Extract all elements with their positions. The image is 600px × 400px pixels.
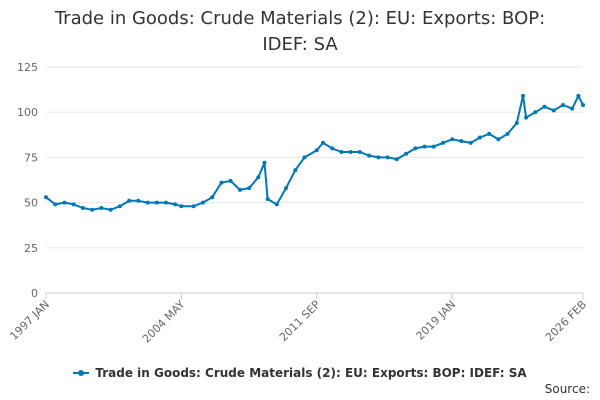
data-point[interactable] xyxy=(262,160,267,165)
data-point[interactable] xyxy=(459,139,464,144)
legend-swatch-icon xyxy=(73,368,90,378)
legend-label: Trade in Goods: Crude Materials (2): EU:… xyxy=(95,366,527,380)
data-point[interactable] xyxy=(576,93,581,98)
data-point[interactable] xyxy=(404,151,409,156)
data-point[interactable] xyxy=(367,153,372,158)
data-point[interactable] xyxy=(330,146,335,151)
data-point[interactable] xyxy=(385,155,390,160)
y-tick-label: 0 xyxy=(31,287,38,300)
data-point[interactable] xyxy=(284,186,288,191)
data-point[interactable] xyxy=(247,186,252,191)
x-tick-label: 1997 JAN xyxy=(7,298,52,343)
data-point[interactable] xyxy=(314,148,319,153)
chart-title-line-1: Trade in Goods: Crude Materials (2): EU:… xyxy=(54,8,546,29)
data-point[interactable] xyxy=(62,200,67,205)
data-point[interactable] xyxy=(164,200,168,205)
y-tick-label: 25 xyxy=(24,242,38,255)
data-point[interactable] xyxy=(357,150,362,154)
y-axis: 0 25 50 75 100 125 xyxy=(17,61,38,300)
data-point[interactable] xyxy=(127,198,132,203)
data-point[interactable] xyxy=(521,93,525,98)
data-point[interactable] xyxy=(179,204,184,209)
data-point[interactable] xyxy=(413,146,418,151)
data-point[interactable] xyxy=(551,108,556,113)
data-point[interactable] xyxy=(477,135,482,140)
y-tick-label: 125 xyxy=(17,61,38,74)
data-point[interactable] xyxy=(173,202,178,207)
data-point[interactable] xyxy=(422,144,427,149)
data-point[interactable] xyxy=(581,103,585,107)
data-point[interactable] xyxy=(293,168,298,173)
data-point[interactable] xyxy=(570,106,575,111)
data-point[interactable] xyxy=(210,195,215,200)
data-point[interactable] xyxy=(256,175,261,180)
x-tick-label: 2004 MAY xyxy=(140,298,188,346)
y-tick-label: 50 xyxy=(24,197,38,210)
data-point[interactable] xyxy=(348,150,353,154)
data-point[interactable] xyxy=(431,144,436,149)
chart-title-line-2: IDEF: SA xyxy=(262,34,338,55)
grid-lines xyxy=(46,66,583,294)
data-point[interactable] xyxy=(154,200,159,205)
data-point[interactable] xyxy=(339,150,344,154)
x-tick-label: 2011 SEP xyxy=(277,298,323,344)
data-point[interactable] xyxy=(394,157,399,162)
data-point[interactable] xyxy=(237,187,242,192)
data-point[interactable] xyxy=(99,206,104,210)
series-line xyxy=(45,94,584,211)
data-point[interactable] xyxy=(228,178,233,183)
data-point[interactable] xyxy=(80,206,85,210)
data-point[interactable] xyxy=(53,202,58,207)
data-point[interactable] xyxy=(200,200,205,205)
data-point[interactable] xyxy=(302,155,307,160)
data-point[interactable] xyxy=(136,198,141,203)
x-tick-label: 2026 FEB xyxy=(543,298,589,344)
x-tick-label: 2019 JAN xyxy=(414,298,459,343)
data-point[interactable] xyxy=(321,140,325,145)
data-point[interactable] xyxy=(44,195,48,200)
data-point[interactable] xyxy=(376,155,381,160)
data-point[interactable] xyxy=(441,140,445,145)
data-point[interactable] xyxy=(561,103,565,107)
data-point[interactable] xyxy=(542,104,547,109)
data-point[interactable] xyxy=(108,207,113,212)
y-tick-label: 75 xyxy=(24,151,38,164)
data-point[interactable] xyxy=(145,200,150,205)
data-point[interactable] xyxy=(505,131,510,136)
data-point[interactable] xyxy=(524,115,529,120)
y-tick-label: 100 xyxy=(17,106,38,119)
data-point[interactable] xyxy=(191,204,196,209)
source-label: Source: xyxy=(544,382,590,396)
data-point[interactable] xyxy=(533,110,538,115)
data-point[interactable] xyxy=(450,137,455,142)
data-point[interactable] xyxy=(468,140,473,145)
data-point[interactable] xyxy=(496,137,501,142)
data-point[interactable] xyxy=(90,207,95,212)
chart-title: Trade in Goods: Crude Materials (2): EU:… xyxy=(0,6,600,58)
data-point[interactable] xyxy=(117,204,122,209)
data-point[interactable] xyxy=(219,180,224,185)
data-point[interactable] xyxy=(265,197,270,201)
data-point[interactable] xyxy=(487,131,492,136)
data-point[interactable] xyxy=(71,202,76,207)
data-point[interactable] xyxy=(514,121,519,125)
legend[interactable]: Trade in Goods: Crude Materials (2): EU:… xyxy=(0,366,600,380)
x-axis: 1997 JAN 2004 MAY 2011 SEP 2019 JAN 2026 FEB xyxy=(7,293,589,346)
data-point[interactable] xyxy=(274,202,279,207)
series-group xyxy=(44,93,585,212)
